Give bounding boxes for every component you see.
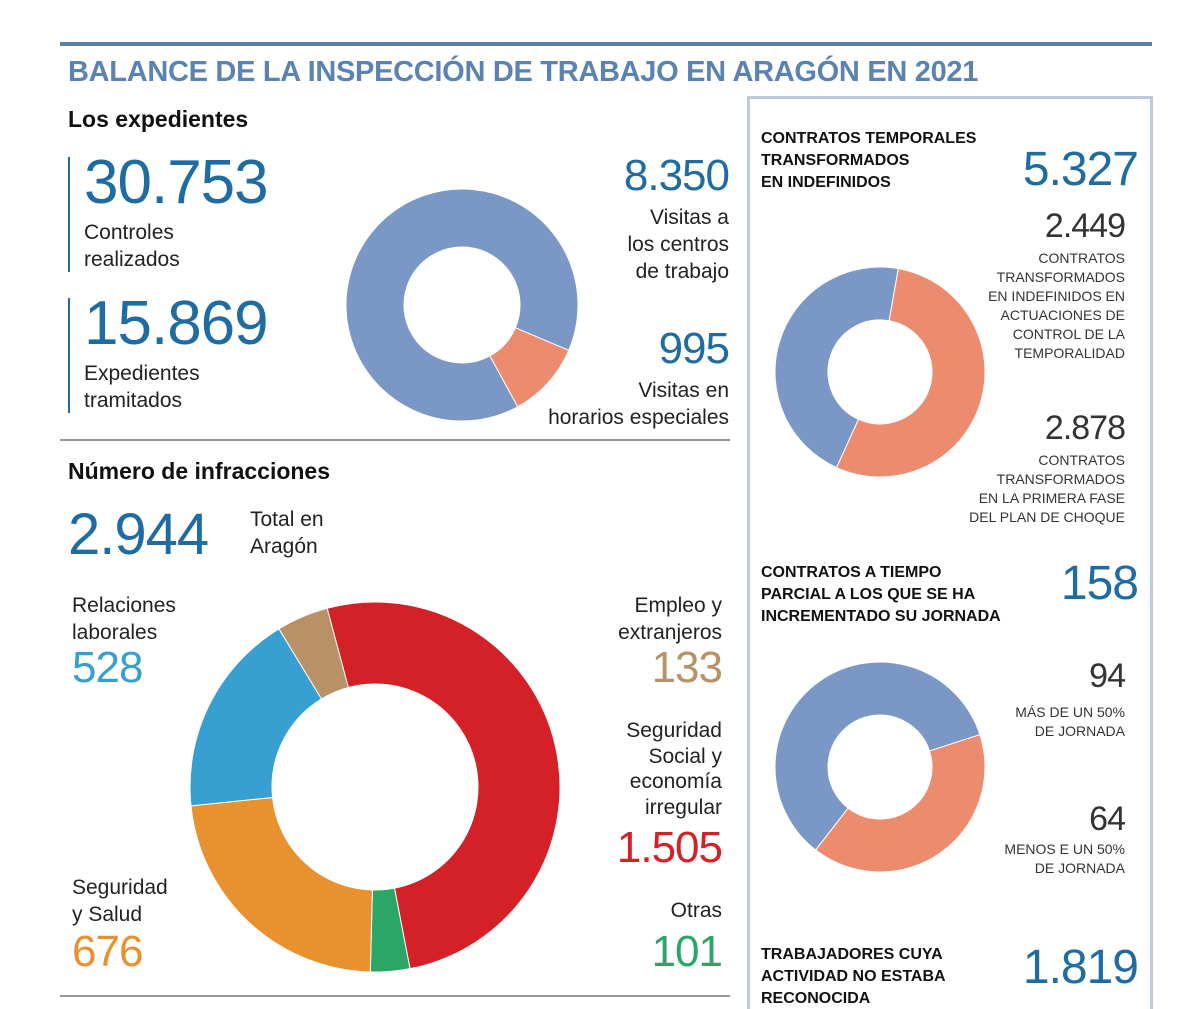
- choque-label: CONTRATOS TRANSFORMADOS EN LA PRIMERA FASE…: [969, 452, 1125, 525]
- divider: [60, 439, 730, 441]
- donut-slice-visitas-a-los-centros-de-trabajo: [345, 188, 579, 422]
- visitas-centros-label: Visitas a los centros de trabajo: [627, 206, 729, 283]
- actuaciones-label: CONTRATOS TRANSFORMADOS EN INDEFINIDOS EN A…: [988, 250, 1125, 361]
- controles-label: Controles realizados: [84, 221, 180, 271]
- salud-label: Seguridad y Salud: [72, 876, 168, 926]
- visitas-especiales-label: Visitas en horarios especiales: [548, 379, 729, 429]
- trabajadores-label: TRABAJADORES CUYA ACTIVIDAD NO ESTABA RECO…: [761, 946, 946, 1007]
- accent-line: [68, 298, 70, 413]
- visitas-especiales-value: 995: [658, 324, 730, 373]
- donut-slice-seguridad-y-salud: [190, 796, 373, 973]
- donut-slice-menos-de-un-50-de-jornada: [814, 733, 986, 873]
- temporales-label: CONTRATOS TEMPORALES TRANSFORMADOS EN INDE…: [761, 130, 977, 191]
- donut-slice-ma-s-de-un-50-de-jornada: [774, 661, 981, 851]
- donut-slice-actuaciones-de-control-de-la-temporalidad: [774, 266, 899, 469]
- otras-value: 101: [651, 927, 723, 976]
- menos50-value: 64: [1089, 800, 1126, 838]
- temporales-value: 5.327: [1022, 143, 1139, 196]
- empleo-value: 133: [651, 643, 723, 692]
- relaciones-value: 528: [72, 643, 143, 692]
- mas50-value: 94: [1089, 657, 1126, 695]
- section-heading-infracciones: Número de infracciones: [68, 458, 331, 484]
- salud-value: 676: [72, 927, 143, 976]
- tramitados-value: 15.869: [84, 289, 269, 358]
- accent-line: [68, 157, 70, 272]
- mas50-label: MÁS DE UN 50% DE JORNADA: [1015, 704, 1125, 739]
- seguridad-social-label: Seguridad Social y economía irregular: [626, 719, 722, 819]
- divider: [60, 995, 730, 997]
- parcial-value: 158: [1060, 557, 1139, 610]
- infracciones-total-value: 2.944: [68, 502, 209, 567]
- donut-slice-seguridad-social-y-economi-a-irregular: [326, 601, 561, 970]
- donut-slice-empleo-y-extranjeros: [278, 607, 349, 700]
- section-heading-expedientes: Los expedientes: [68, 106, 249, 132]
- trabajadores-value: 1.819: [1022, 941, 1139, 994]
- donut-slice-plan-de-choque: [835, 268, 986, 478]
- tramitados-label: Expedientes tramitados: [84, 362, 200, 412]
- choque-value: 2.878: [1044, 409, 1126, 447]
- visitas-centros-value: 8.350: [623, 151, 730, 200]
- page-title: BALANCE DE LA INSPECCIÓN DE TRABAJO EN A…: [68, 56, 979, 88]
- menos50-label: MENOS E UN 50% DE JORNADA: [1004, 841, 1125, 876]
- top-rule: [60, 42, 1152, 46]
- otras-label: Otras: [670, 899, 722, 922]
- infracciones-total-label: Total en Aragón: [250, 508, 324, 558]
- controles-value: 30.753: [84, 148, 269, 217]
- relaciones-label: Relaciones laborales: [72, 594, 176, 644]
- parcial-label: CONTRATOS A TIEMPO PARCIAL A LOS QUE SE H…: [761, 564, 1001, 625]
- empleo-label: Empleo y extranjeros: [618, 594, 722, 644]
- actuaciones-value: 2.449: [1044, 207, 1126, 245]
- seguridad-social-value: 1.505: [616, 823, 723, 872]
- donut-slice-relaciones-laborales: [189, 628, 323, 807]
- sidebar-box: [747, 96, 1153, 1009]
